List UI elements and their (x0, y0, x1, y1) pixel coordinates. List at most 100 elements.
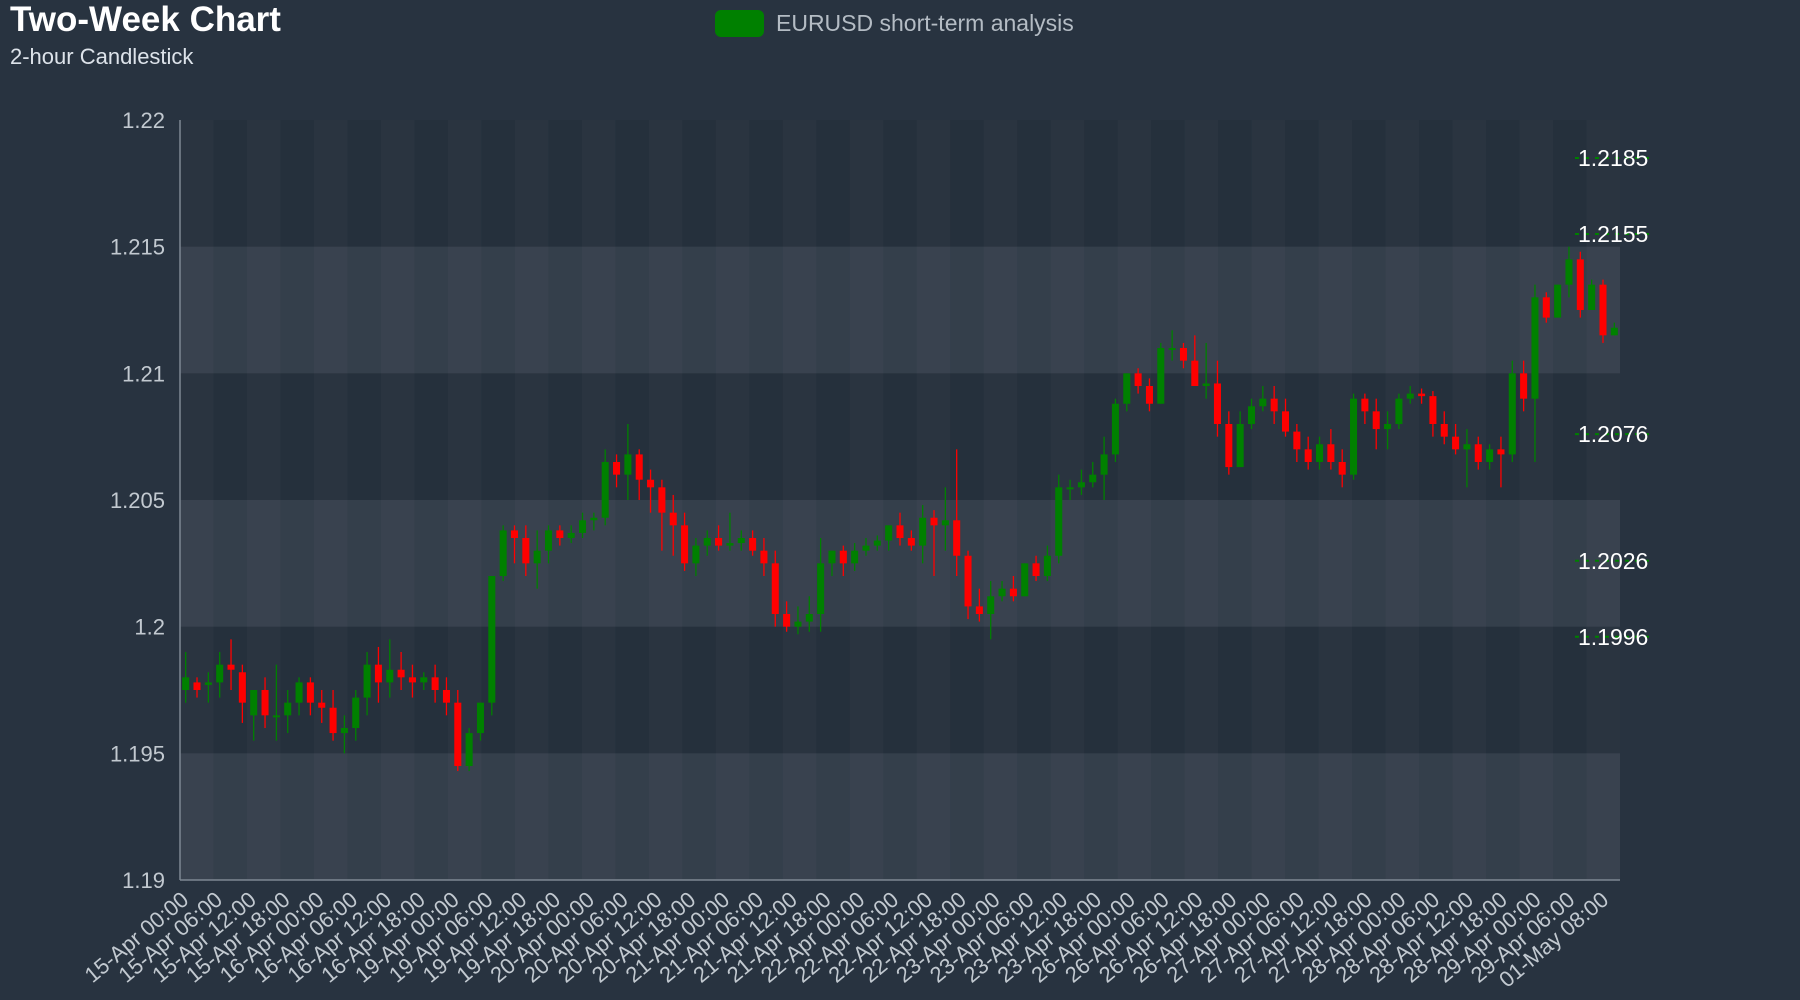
candle (1554, 284, 1562, 318)
candle-body (1145, 386, 1153, 404)
candle (1009, 576, 1017, 602)
y-tick-label: 1.19 (122, 868, 165, 893)
candle-body (1168, 348, 1176, 350)
candle (1213, 360, 1221, 437)
candle-body (1089, 474, 1097, 483)
candle (692, 538, 700, 576)
candle-body (1565, 259, 1573, 285)
candle (715, 525, 723, 551)
candle-body (624, 454, 632, 475)
candle (590, 512, 598, 531)
candle-body (374, 664, 382, 683)
candle (1111, 398, 1119, 462)
candle-body (1440, 424, 1448, 437)
candle-body (1486, 449, 1494, 462)
candle (261, 677, 269, 728)
candle-body (1134, 373, 1142, 386)
chart-legend[interactable]: EURUSD short-term analysis (715, 10, 1074, 37)
candle (1055, 474, 1063, 564)
candle-body (1316, 444, 1324, 462)
candle-body (216, 664, 224, 683)
candle-body (1520, 373, 1528, 399)
candle-body (1463, 444, 1471, 450)
candle-body (1021, 563, 1029, 597)
candle (930, 510, 938, 576)
candle (1247, 398, 1256, 430)
candle-body (442, 690, 450, 703)
candle (1610, 322, 1618, 336)
candle-body (556, 530, 564, 538)
candle (737, 530, 745, 551)
candle (1066, 479, 1074, 500)
candle-body (1111, 403, 1119, 455)
candle-body (726, 543, 734, 546)
candle-body (1554, 284, 1562, 318)
candle (681, 512, 689, 571)
candle-body (284, 702, 292, 716)
candle (749, 530, 757, 556)
candle (896, 512, 904, 546)
candle-body (601, 462, 609, 518)
candle-body (896, 525, 904, 538)
candle-body (930, 517, 938, 526)
candle (919, 505, 927, 564)
level-label: 1.1996 (1578, 624, 1648, 650)
candle (941, 487, 949, 551)
candle (1440, 411, 1448, 445)
candle (250, 690, 258, 741)
candle-body (839, 550, 847, 564)
level-label: 1.2155 (1578, 221, 1648, 247)
y-tick-label: 1.215 (110, 235, 165, 260)
candle (1157, 342, 1165, 404)
candle (442, 677, 450, 716)
candle-body (658, 487, 666, 513)
candle-body (1225, 424, 1233, 468)
candle-body (851, 550, 859, 564)
candle-body (499, 530, 507, 576)
candle-body (1055, 487, 1063, 556)
candle-body (1191, 360, 1199, 386)
candle (1043, 545, 1051, 582)
candle-body (862, 545, 870, 551)
candle (1145, 378, 1153, 412)
candle-body (975, 606, 983, 614)
candle-body (1350, 398, 1358, 475)
candle (817, 538, 825, 632)
candle-body (1599, 284, 1607, 336)
candle-body (1202, 383, 1210, 386)
candle-body (1395, 398, 1403, 424)
candle (318, 690, 326, 723)
candle-body (1610, 327, 1618, 336)
candle (783, 601, 791, 632)
candle (306, 677, 314, 716)
candle (476, 702, 484, 741)
candle (601, 449, 609, 526)
grid-band (180, 626, 1620, 754)
candle (1316, 436, 1324, 470)
candle (397, 652, 405, 690)
candle (1384, 411, 1392, 450)
candle (408, 664, 416, 698)
candle-body (1009, 588, 1017, 597)
candle (635, 449, 643, 500)
candle (1565, 246, 1573, 298)
candle-body (873, 540, 881, 546)
candle (1338, 449, 1346, 488)
level-label: 1.2026 (1578, 548, 1648, 574)
candle-body (964, 555, 972, 607)
candle (1270, 386, 1278, 424)
candle (953, 449, 961, 576)
candle (544, 525, 553, 564)
candle (1372, 398, 1380, 450)
candle-body (1304, 449, 1312, 462)
candle (1089, 462, 1097, 488)
candle (284, 690, 292, 734)
candle-body (613, 462, 621, 475)
candle-body (397, 669, 405, 678)
candle (1497, 436, 1505, 488)
candle (1100, 436, 1108, 500)
candle (1281, 398, 1290, 437)
candle (374, 646, 382, 703)
grid-bands (180, 120, 1620, 880)
